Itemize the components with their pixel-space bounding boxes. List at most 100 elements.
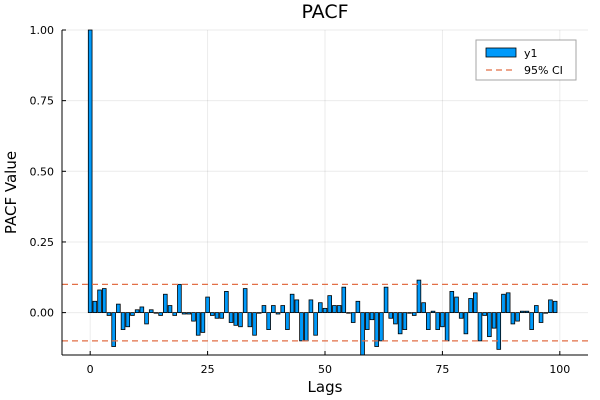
bar-lag-31 [233, 312, 239, 326]
y-tick-label-4: 1.00 [30, 24, 55, 37]
bar-lag-22 [191, 312, 196, 322]
bar-lag-53 [336, 305, 342, 314]
bar-lag-21 [186, 312, 192, 315]
bar-lag-71 [421, 302, 426, 314]
bar-lag-67 [402, 312, 408, 330]
x-tick-label-2: 50 [318, 363, 332, 376]
bar-lag-24 [200, 312, 206, 333]
bar-lag-83 [477, 312, 483, 342]
bar-lag-23 [195, 312, 201, 336]
bar-lag-27 [214, 312, 220, 319]
bar-lag-65 [393, 312, 398, 325]
bar-lag-85 [487, 312, 492, 338]
plot-area [62, 30, 588, 355]
bar-lag-14 [153, 312, 159, 314]
x-tick-label-0: 0 [87, 363, 94, 376]
plot-background [62, 30, 588, 355]
bar-lag-19 [177, 283, 182, 314]
bar-lag-94 [529, 312, 534, 330]
bar-lag-63 [383, 286, 389, 314]
bar-lag-38 [266, 312, 271, 330]
bar-lag-34 [247, 312, 253, 328]
bar-lag-45 [299, 312, 304, 342]
bar-lag-91 [515, 312, 520, 322]
bar-lag-68 [407, 312, 412, 314]
bar-lag-78 [454, 296, 459, 314]
bar-lag-0 [87, 29, 93, 314]
bar-lag-61 [374, 312, 379, 347]
bar-lag-79 [458, 312, 464, 319]
labels-layer: 0 25 50 75 100 0.00 0.25 0.50 0.75 1.00 PACF Lags PA… [2, 1, 570, 396]
bar-lag-37 [261, 305, 267, 314]
bar-lag-35 [252, 312, 257, 336]
bar-lag-40 [275, 312, 281, 315]
bar-lag-60 [369, 312, 375, 321]
bar-lag-64 [388, 312, 394, 319]
x-axis-label: Lags [308, 378, 343, 396]
bar-lag-25 [205, 296, 210, 314]
legend-label-y1: y1 [524, 47, 538, 60]
bar-lag-87 [496, 312, 502, 350]
y-tick-label-1: 0.25 [30, 236, 55, 249]
bar-lag-82 [473, 292, 478, 314]
ci-lines-layer [62, 283, 588, 342]
bar-lag-70 [416, 279, 422, 314]
bar-lag-75 [440, 312, 445, 328]
legend-swatch-y1 [485, 47, 517, 58]
bar-lag-26 [210, 312, 215, 316]
bar-lag-50 [322, 307, 328, 314]
bars-layer [87, 29, 558, 356]
bar-lag-76 [444, 312, 450, 342]
bar-lag-88 [501, 293, 506, 314]
bar-lag-57 [355, 300, 361, 314]
bar-lag-9 [130, 312, 135, 316]
bar-lag-43 [289, 293, 295, 314]
bar-lag-86 [491, 312, 497, 329]
bar-lag-1 [92, 300, 98, 314]
legend: y1 95% CI [475, 39, 577, 81]
bar-lag-13 [148, 309, 154, 314]
bar-lag-97 [543, 312, 549, 314]
y-tick-label-3: 0.75 [30, 95, 55, 108]
bar-lag-15 [158, 312, 163, 316]
bar-lag-4 [106, 312, 112, 316]
bar-lag-18 [172, 312, 177, 316]
bar-lag-59 [364, 312, 370, 330]
bar-lag-10 [134, 309, 140, 314]
bar-lag-16 [163, 293, 168, 314]
bar-lag-66 [397, 312, 403, 335]
bar-lag-33 [242, 288, 248, 314]
bar-lag-28 [219, 312, 224, 319]
axes-layer [61, 29, 588, 356]
y-tick-label-2: 0.50 [30, 165, 55, 178]
bar-lag-52 [332, 305, 337, 314]
bar-lag-48 [313, 312, 318, 336]
bar-lag-69 [411, 312, 417, 316]
x-tick-label-4: 100 [549, 363, 570, 376]
bar-lag-44 [294, 299, 300, 314]
bar-lag-84 [482, 312, 487, 316]
bar-lag-8 [125, 312, 131, 328]
legend-label-ci: 95% CI [524, 64, 563, 77]
bar-lag-77 [449, 291, 455, 314]
bar-lag-2 [97, 289, 102, 314]
bar-lag-62 [379, 312, 384, 342]
bar-lag-96 [538, 312, 544, 323]
bar-lag-49 [318, 302, 323, 314]
y-axis-label: PACF Value [2, 151, 20, 234]
bar-lag-90 [510, 312, 516, 325]
bar-lag-29 [224, 291, 229, 314]
bar-lag-54 [341, 286, 347, 314]
bar-lag-93 [524, 310, 530, 314]
bar-lag-98 [548, 299, 553, 314]
bar-lag-72 [426, 312, 431, 330]
bar-lag-36 [256, 312, 262, 314]
x-tick-label-3: 75 [435, 363, 449, 376]
bar-lag-55 [346, 312, 351, 314]
bar-lag-20 [181, 312, 187, 315]
bar-lag-32 [238, 312, 243, 328]
bar-lag-41 [280, 305, 286, 314]
bar-lag-42 [285, 312, 290, 330]
